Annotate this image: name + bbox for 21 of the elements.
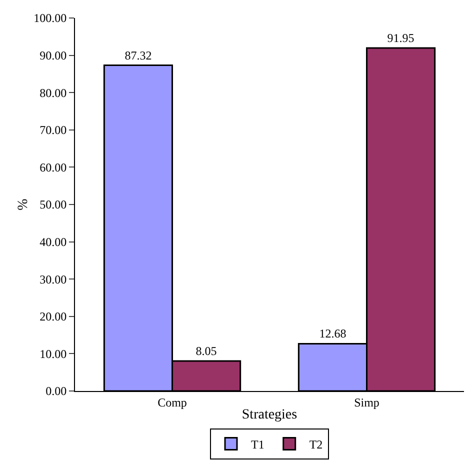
x-axis-title: Strategies (242, 408, 298, 423)
y-tick-label: 40.00 (40, 235, 67, 249)
x-tick-label: Simp (354, 395, 380, 410)
x-tick-label: Comp (158, 395, 187, 410)
y-tick-label: 0.00 (46, 384, 67, 398)
y-tick-label: 30.00 (40, 272, 67, 286)
data-label: 8.05 (196, 344, 217, 358)
y-tick-label: 100.00 (34, 11, 67, 26)
y-tick-label: 10.00 (40, 346, 67, 361)
legend-label: T2 (309, 437, 323, 452)
data-label: 91.95 (387, 31, 414, 46)
data-label: 87.32 (124, 48, 152, 62)
y-tick-label: 20.00 (40, 310, 67, 324)
y-axis-title: % (16, 198, 32, 210)
y-tick-label: 50.00 (40, 198, 67, 212)
y-tick-label: 60.00 (40, 160, 67, 174)
y-tick-label: 70.00 (40, 123, 67, 138)
legend-label: T1 (251, 437, 264, 452)
y-tick-label: 90.00 (40, 48, 67, 62)
data-label: 12.68 (319, 326, 346, 341)
y-tick-label: 80.00 (40, 86, 67, 100)
